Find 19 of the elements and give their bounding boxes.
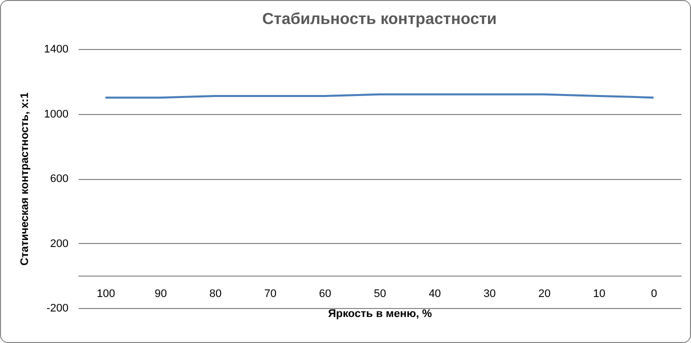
x-tick-label: 60: [319, 288, 332, 300]
y-tick-label: 1000: [44, 108, 68, 120]
y-tick-label: 600: [50, 173, 68, 185]
chart-title: Стабильность контрастности: [262, 11, 497, 28]
x-tick-label: 80: [209, 288, 222, 300]
x-tick-label: 70: [264, 288, 276, 300]
x-tick-label: 100: [96, 288, 116, 300]
y-tick-label: -200: [46, 302, 68, 314]
y-axis-title: Статическая контрастность, x:1: [19, 92, 32, 266]
y-tick-label: 1400: [44, 44, 68, 56]
x-tick-label: 40: [428, 288, 441, 300]
x-tick-label: 10: [593, 288, 606, 300]
x-tick-label: 90: [154, 288, 167, 300]
x-tick-label: 20: [538, 288, 551, 300]
x-tick-label: 30: [484, 288, 496, 300]
x-tick-label: 0: [651, 288, 658, 300]
y-tick-label: 200: [50, 238, 68, 250]
x-axis-title: Яркость в меню, %: [328, 308, 432, 320]
x-tick-label: 50: [374, 288, 386, 300]
